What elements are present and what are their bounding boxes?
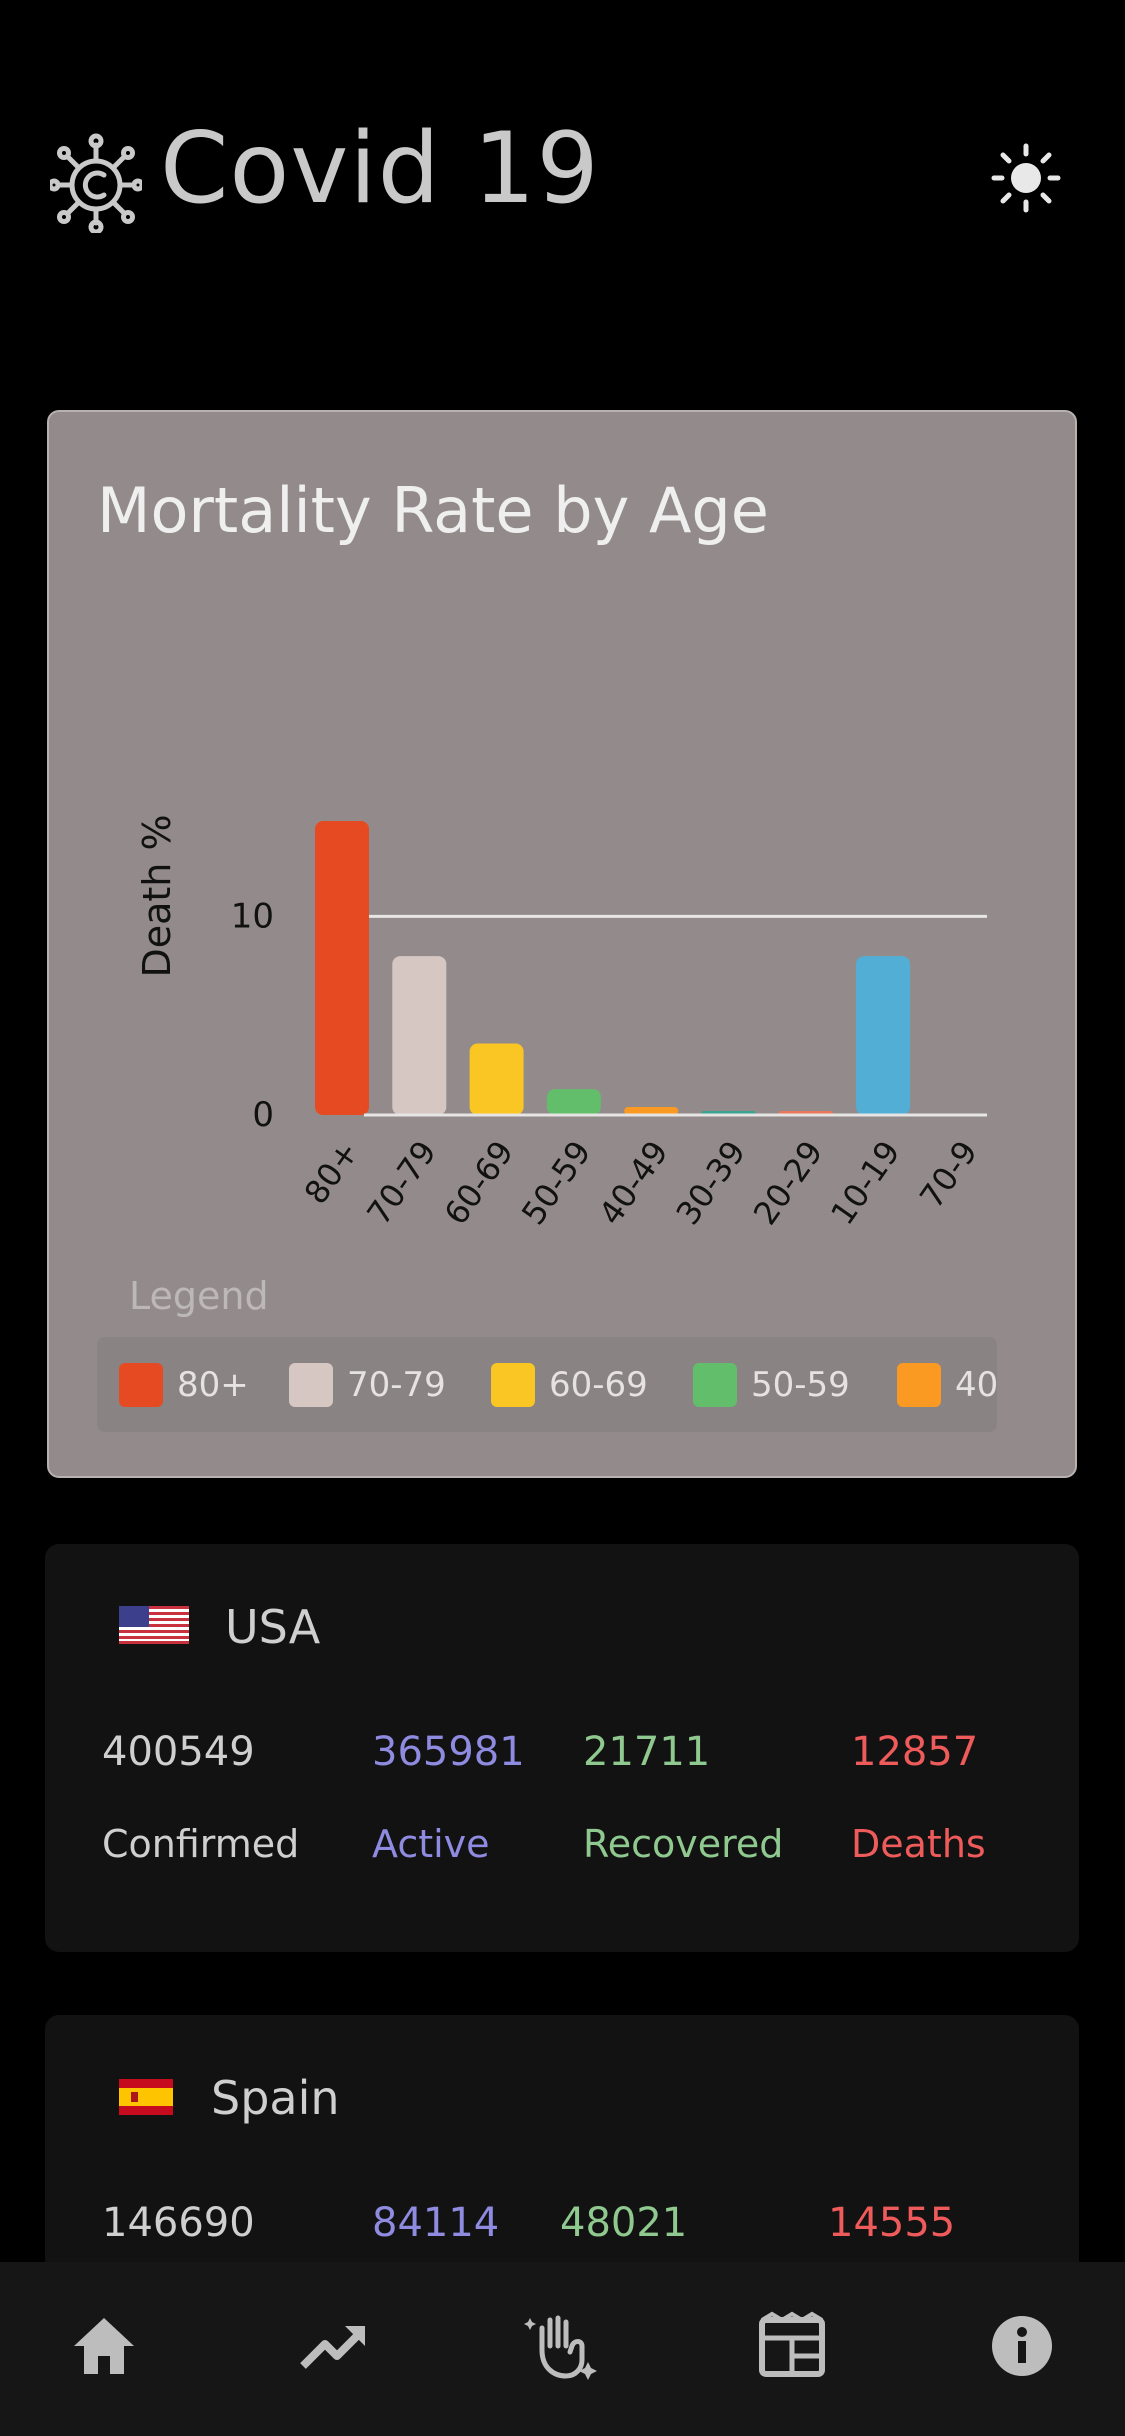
app-header: Covid 19	[0, 0, 1125, 360]
trending-up-icon[interactable]	[293, 2306, 373, 2386]
x-tick-label: 70-9	[912, 1134, 985, 1215]
legend-swatch	[119, 1362, 163, 1407]
legend-label: 70-79	[347, 1364, 446, 1405]
bar	[856, 956, 911, 1115]
clean-hands-icon[interactable]	[520, 2306, 600, 2386]
legend-item[interactable]: 60-69	[491, 1337, 648, 1432]
legend-item[interactable]: 50-59	[693, 1337, 850, 1432]
y-axis-label: Death %	[135, 814, 179, 977]
x-tick-label: 30-39	[669, 1134, 753, 1232]
mortality-bar-chart: 0 10 Death % 80+70-7960-6950-5940-4930-3920…	[135, 814, 987, 1232]
chart-title: Mortality Rate by Age	[97, 474, 769, 547]
info-icon[interactable]	[982, 2306, 1062, 2386]
x-tick-label: 70-79	[359, 1134, 443, 1232]
bar	[624, 1107, 679, 1115]
legend-label: 80+	[177, 1364, 249, 1405]
legend-label: 50-59	[751, 1364, 850, 1405]
bottom-nav	[0, 2262, 1125, 2436]
legend-swatch	[897, 1362, 941, 1407]
usa-flag-icon	[119, 1606, 189, 1644]
mortality-chart-card: Mortality Rate by Age 0 10 Death % 80+ 70-79…	[47, 410, 1077, 1478]
active-value: 365981	[372, 1729, 525, 1775]
country-name: USA	[225, 1600, 321, 1654]
x-tick-label: 50-59	[514, 1134, 598, 1232]
x-tick-label: 20-29	[746, 1134, 830, 1232]
bar	[315, 820, 369, 1115]
confirmed-value: 400549	[102, 1729, 255, 1775]
x-tick-label: 60-69	[437, 1134, 521, 1232]
deaths-value: 12857	[851, 1729, 979, 1775]
legend-title: Legend	[129, 1274, 269, 1318]
active-value: 84114	[372, 2200, 500, 2246]
x-tick-label: 40-49	[591, 1134, 675, 1232]
recovered-value: 21711	[583, 1729, 711, 1775]
y-tick-label: 10	[231, 896, 274, 936]
newspaper-icon[interactable]	[752, 2306, 832, 2386]
legend-swatch	[289, 1362, 333, 1407]
bar	[546, 1089, 601, 1115]
confirmed-label: Confirmed	[102, 1822, 300, 1866]
confirmed-value: 146690	[102, 2200, 255, 2246]
legend-item[interactable]: 40	[897, 1337, 997, 1432]
country-card-usa[interactable]: USA 400549 365981 21711 12857 Confirmed …	[45, 1544, 1079, 1952]
virus-icon	[50, 133, 142, 233]
legend[interactable]: 80+ 70-79 60-69 50-59 40	[97, 1337, 997, 1432]
deaths-label: Deaths	[851, 1822, 986, 1866]
legend-swatch	[693, 1362, 737, 1407]
x-tick-label: 80+	[297, 1134, 367, 1211]
recovered-label: Recovered	[583, 1822, 784, 1866]
recovered-value: 48021	[560, 2200, 688, 2246]
legend-item[interactable]: 80+	[119, 1337, 249, 1432]
legend-label: 40	[955, 1364, 997, 1405]
bar	[469, 1043, 524, 1115]
active-label: Active	[372, 1822, 490, 1866]
x-tick-label: 10-19	[823, 1134, 907, 1232]
country-name: Spain	[211, 2071, 340, 2125]
app-title: Covid 19	[160, 112, 600, 226]
bar	[392, 956, 447, 1115]
deaths-value: 14555	[828, 2200, 956, 2246]
sun-icon[interactable]	[990, 142, 1062, 214]
legend-item[interactable]: 70-79	[289, 1337, 446, 1432]
legend-label: 60-69	[549, 1364, 648, 1405]
y-tick-label: 0	[252, 1095, 274, 1135]
legend-swatch	[491, 1362, 535, 1407]
home-icon[interactable]	[64, 2306, 144, 2386]
spain-flag-icon	[119, 2079, 173, 2115]
